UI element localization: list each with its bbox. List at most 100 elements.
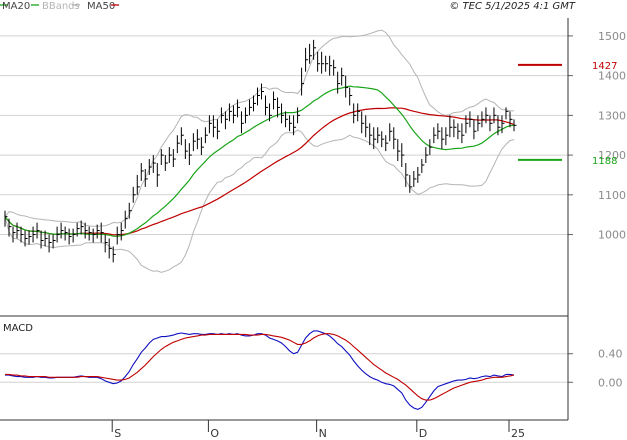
price-bar xyxy=(96,224,100,239)
price-bar xyxy=(361,111,365,134)
x-tick-label: 25 xyxy=(511,427,525,440)
price-bar xyxy=(196,129,200,150)
legend-label-ma50: MA50 xyxy=(87,1,115,12)
macd-series-signal xyxy=(5,333,515,401)
price-bar xyxy=(164,155,168,171)
price-bar xyxy=(60,222,64,239)
price-bar xyxy=(152,155,156,173)
price-levels: 1427 1188 xyxy=(518,61,617,167)
price-bar xyxy=(36,222,40,239)
price-bar xyxy=(461,123,465,144)
price-bar xyxy=(421,159,425,173)
price-bar xyxy=(273,91,277,110)
price-bar xyxy=(208,115,212,134)
price-bar xyxy=(8,218,12,237)
price-bar xyxy=(32,226,36,243)
price-bar xyxy=(357,103,361,122)
price-bar xyxy=(252,95,256,112)
price-bar xyxy=(108,238,112,259)
price-bar xyxy=(493,107,497,124)
macd-lines xyxy=(5,330,515,410)
price-bar xyxy=(373,127,377,150)
price-bar xyxy=(481,111,485,128)
price-bar xyxy=(176,135,180,154)
price-bar xyxy=(349,87,353,106)
price-bar xyxy=(329,55,333,76)
legend-label-ma20: MA20 xyxy=(2,1,30,12)
price-bar xyxy=(172,149,176,167)
price-bar xyxy=(313,39,317,60)
price-bar xyxy=(236,99,240,118)
moving-averages xyxy=(4,85,515,237)
copyright-text: © TEC 5/1/2025 4:1 GMT xyxy=(449,1,576,12)
price-bar xyxy=(120,222,124,241)
price-bar xyxy=(188,143,192,166)
price-bar xyxy=(216,119,220,140)
price-bar xyxy=(509,111,513,128)
price-bar xyxy=(465,115,469,134)
x-tick-label: D xyxy=(419,427,427,440)
price-bar xyxy=(4,210,8,227)
price-bar xyxy=(56,226,60,243)
price-bar xyxy=(72,228,76,243)
price-bar xyxy=(244,107,248,124)
price-bar xyxy=(180,127,184,146)
price-bar xyxy=(477,115,481,132)
ma20-line xyxy=(4,85,515,237)
price-bar xyxy=(64,226,68,241)
price-bar xyxy=(80,220,84,235)
price-bar xyxy=(160,149,164,166)
price-bar xyxy=(485,107,489,124)
price-bar xyxy=(16,222,20,239)
price-bar xyxy=(353,103,357,124)
price-bar xyxy=(305,47,309,72)
price-bar xyxy=(248,99,252,116)
legend-label-bbands: BBands xyxy=(42,1,80,12)
price-bar xyxy=(277,97,281,118)
price-bar xyxy=(184,139,188,160)
price-bar xyxy=(128,202,132,219)
price-bar xyxy=(389,123,393,142)
price-bar xyxy=(12,226,16,243)
price-bar xyxy=(429,139,433,156)
price-y-tick-label: 1400 xyxy=(598,70,626,83)
macd-grid xyxy=(0,353,568,383)
price-bar xyxy=(112,246,116,263)
price-bar xyxy=(224,111,228,130)
date-x-axis: S O N D 25 xyxy=(111,420,525,440)
price-panel: 1500 1400 1300 1200 1100 1000 1427 1188 xyxy=(0,29,626,273)
price-bar xyxy=(261,83,265,100)
price-bar xyxy=(497,115,501,136)
price-bar xyxy=(385,135,389,152)
price-bar xyxy=(401,143,405,167)
price-bar xyxy=(309,43,313,64)
price-bar xyxy=(293,115,297,136)
price-bar xyxy=(212,115,216,138)
price-bar xyxy=(469,111,473,128)
price-bars xyxy=(4,39,517,263)
ma50-line xyxy=(4,107,515,236)
macd-y-tick-label: 0.00 xyxy=(598,376,623,389)
price-bar xyxy=(76,222,80,237)
price-bar xyxy=(24,230,28,247)
price-bar xyxy=(405,163,409,187)
price-bar xyxy=(232,105,236,124)
price-bar xyxy=(345,75,349,98)
price-y-tick-label: 1000 xyxy=(598,229,626,242)
price-bar xyxy=(433,127,437,144)
price-bar xyxy=(68,228,72,245)
price-bar xyxy=(425,147,429,164)
price-bar xyxy=(228,103,232,122)
price-bar xyxy=(20,226,24,243)
price-bar xyxy=(377,127,381,144)
price-bar xyxy=(505,107,509,120)
level-label-support: 1188 xyxy=(592,156,617,167)
price-bar xyxy=(369,123,373,146)
price-bar xyxy=(289,115,293,132)
price-bar xyxy=(325,55,329,72)
price-bar xyxy=(168,147,172,164)
legend: MA20 BBands MA50 xyxy=(0,1,119,12)
price-grid xyxy=(0,35,568,236)
price-bar xyxy=(116,226,120,245)
price-bar xyxy=(441,127,445,150)
